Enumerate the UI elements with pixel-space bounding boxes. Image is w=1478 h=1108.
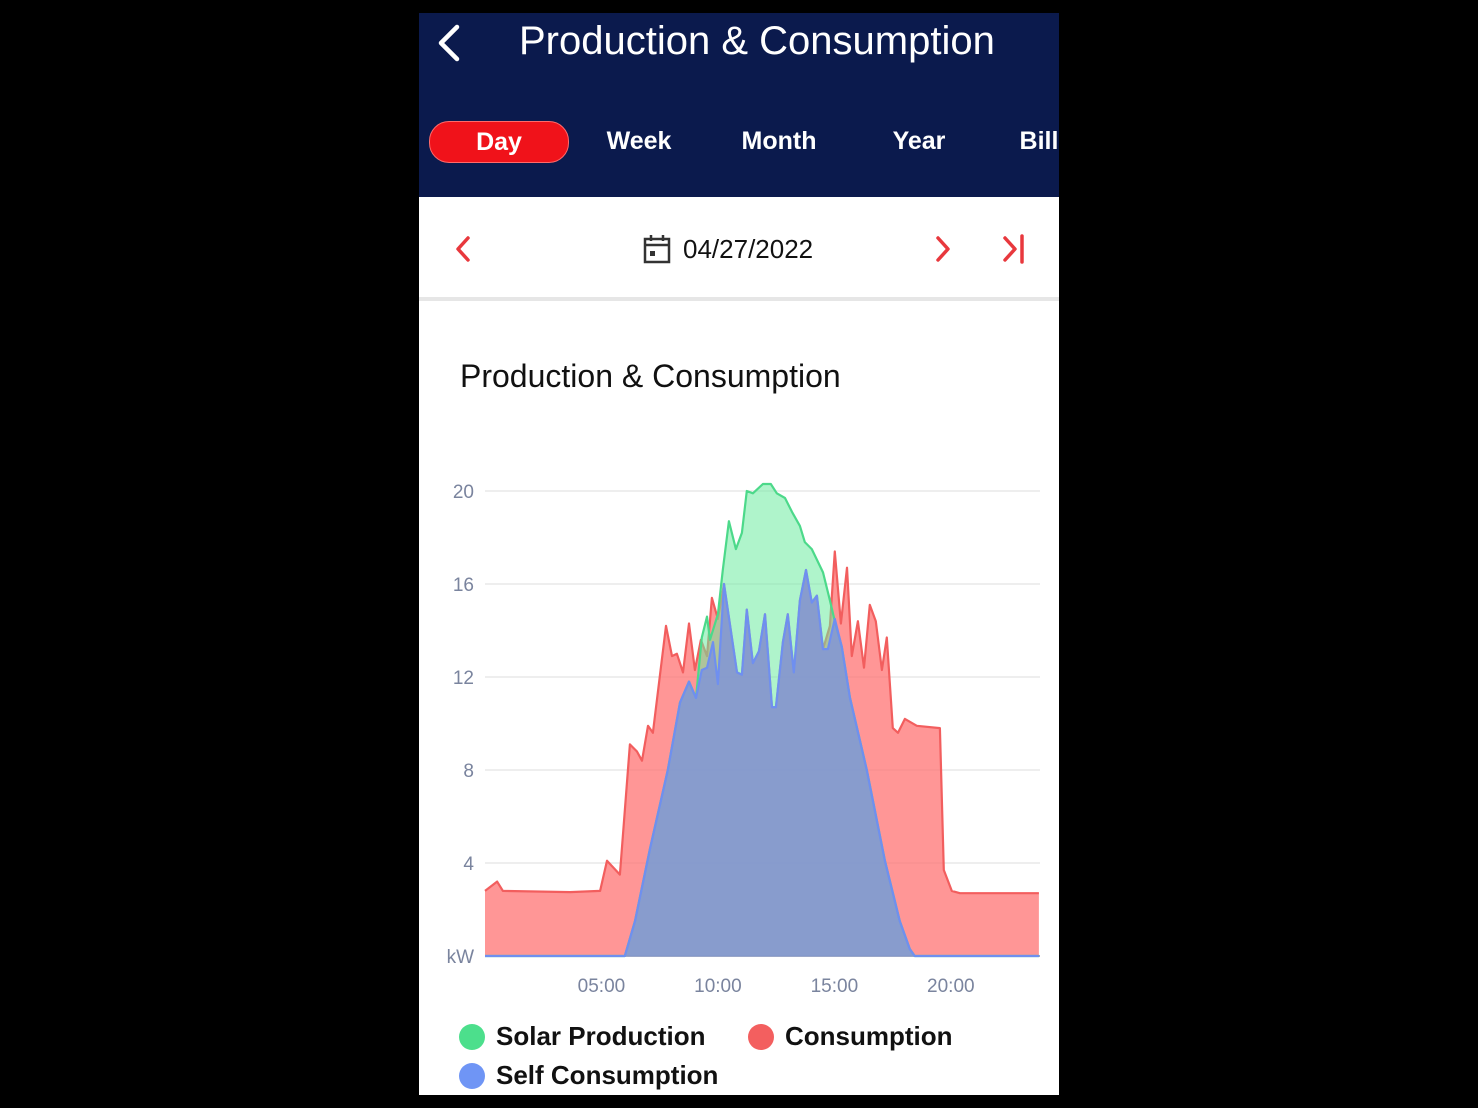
tab-day[interactable]: Day	[429, 121, 569, 163]
previous-day-button[interactable]	[449, 231, 479, 267]
legend-solar-production[interactable]: Solar Production	[459, 1021, 705, 1052]
tab-year[interactable]: Year	[892, 127, 946, 155]
tab-week[interactable]: Week	[606, 127, 672, 155]
tab-month[interactable]: Month	[741, 127, 817, 155]
date-navigator: 04/27/2022	[419, 197, 1059, 301]
y-tick-label: 4	[463, 854, 474, 875]
x-tick-label: 20:00	[927, 976, 975, 997]
legend-label: Consumption	[785, 1021, 953, 1051]
chart-title: Production & Consumption	[460, 358, 841, 394]
legend-label: Self Consumption	[496, 1060, 719, 1090]
chevron-left-icon	[438, 24, 460, 62]
calendar-icon	[643, 235, 671, 264]
chevron-right-icon	[936, 236, 950, 262]
period-tabs: Day Week Month Year Bill	[419, 121, 1059, 163]
x-tick-label: 15:00	[811, 976, 859, 997]
skip-to-end-icon	[1003, 234, 1024, 264]
back-button[interactable]	[433, 21, 469, 65]
selected-date: 04/27/2022	[683, 233, 814, 264]
legend-label: Solar Production	[496, 1021, 706, 1051]
legend-consumption[interactable]: Consumption	[748, 1021, 953, 1052]
blue-dot-icon	[459, 1062, 485, 1089]
page-title: Production & Consumption	[519, 19, 995, 63]
y-tick-label: kW	[447, 947, 475, 968]
y-tick-label: 12	[453, 668, 474, 689]
self-area	[485, 570, 1039, 956]
legend-self-consumption[interactable]: Self Consumption	[459, 1060, 718, 1091]
y-tick-label: 20	[453, 482, 474, 503]
x-tick-label: 05:00	[578, 976, 626, 997]
y-tick-label: 8	[463, 761, 474, 782]
green-dot-icon	[459, 1023, 485, 1050]
jump-to-today-button[interactable]	[999, 231, 1029, 267]
red-dot-icon	[748, 1023, 774, 1050]
y-tick-label: 16	[453, 575, 474, 596]
self-line	[485, 568, 1039, 958]
chevron-left-icon	[456, 236, 470, 262]
app-screen: Production & Consumption Day Week Month …	[419, 13, 1059, 1095]
tab-bill[interactable]: Bill	[1019, 127, 1059, 155]
date-picker[interactable]: 04/27/2022	[643, 231, 813, 267]
next-day-button[interactable]	[927, 231, 957, 267]
x-tick-label: 10:00	[694, 976, 742, 997]
production-consumption-chart: kW 4 8 12 16 20 05:00 10:00 15:00 20:00	[447, 482, 1040, 997]
header-bar: Production & Consumption Day Week Month …	[419, 13, 1059, 197]
